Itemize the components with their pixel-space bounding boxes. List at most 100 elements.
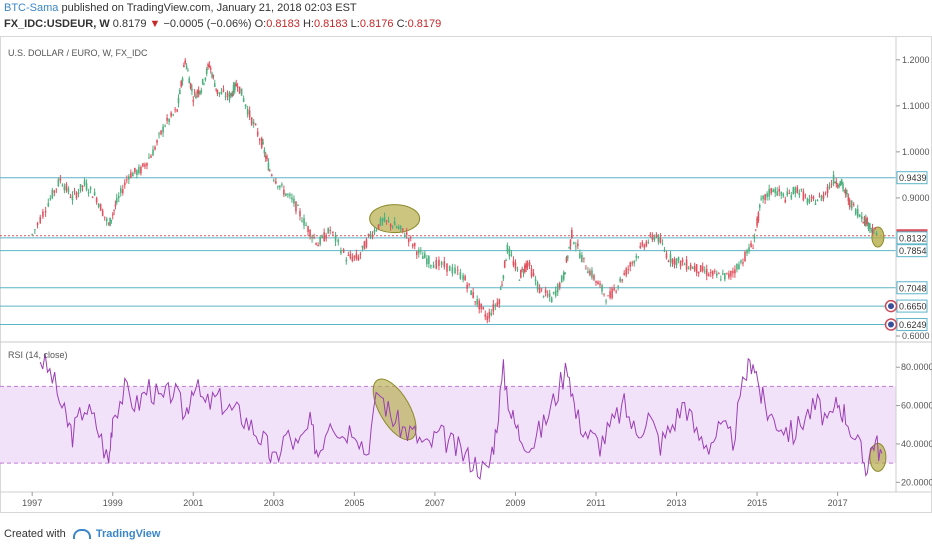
price-axis[interactable]: 1.2000 1.1000 1.0000 0.9000 0.6000 [896,55,930,341]
price-bar-body [866,217,868,225]
price-bar-body [220,91,223,95]
price-bar-body [770,188,772,194]
price-bar-body [750,243,752,248]
price-axis-tick-label: 1.0000 [902,147,930,157]
highlight-ellipse[interactable] [871,226,885,248]
footer: Created with TradingView [4,528,160,540]
price-bar-body [768,188,770,197]
price-bar-body [593,275,595,280]
price-bar-body [428,256,430,264]
price-bar-body [766,193,768,197]
price-bar-body [192,100,195,102]
price-bar-body [456,269,459,271]
price-bar-body [665,253,668,259]
price-bar-body [136,170,138,176]
marker-icons [884,299,898,331]
price-bar-body [334,234,337,242]
price-bar-body [351,257,354,261]
price-bar-body [103,216,106,218]
price-bar-body [585,268,587,270]
price-bar-body [754,229,757,231]
price-bar-body [303,218,305,226]
price-bar-body [611,288,613,299]
price-bar-body [187,70,189,72]
price-bar-body [195,95,197,99]
price-bar-body [208,64,211,67]
price-bar-body [669,254,672,263]
price-bar-body [235,83,238,87]
price-bar-body [295,201,297,212]
price-bar-body [240,88,243,96]
price-bar-body [505,260,507,261]
time-axis-tick-label: 2003 [264,498,284,508]
price-bar-body [757,212,760,222]
price-bar-body [780,191,783,195]
price-bar-body [277,185,279,187]
tradingview-logo-icon[interactable] [72,529,91,540]
price-bar-body [546,294,549,296]
rsi-highlight-ellipse[interactable] [365,372,425,446]
price-bar-body [873,232,875,234]
rsi-axis-tick-label: 80.0000 [901,362,932,372]
author-link[interactable]: BTC-Sama [4,2,59,14]
price-bar-body [552,292,555,294]
price-bar-body [677,257,680,261]
price-bar-body [273,179,275,181]
price-bar-body [130,172,132,178]
price-bar-body [466,284,468,289]
price-bar-body [256,131,259,136]
price-bar-body [722,273,724,275]
price-bar-body [393,221,396,226]
price-bar-body [420,250,422,252]
price-bar-body [459,272,462,279]
tradingview-brand-link[interactable]: TradingView [95,528,161,540]
price-bar-body [230,93,232,96]
price-bar-body [89,187,92,190]
rsi-axis[interactable]: 80.0000 60.0000 40.0000 20.0000 [896,362,932,487]
chart-canvas[interactable]: U.S. DOLLAR / EURO, W, FX_IDC RSI (14, c… [0,36,932,524]
low-label: L: [350,18,360,30]
rsi-series-line[interactable] [39,353,883,481]
price-bar-body [184,60,187,64]
price-bar-body [814,203,817,205]
price-bar-body [532,273,535,276]
price-bar-body [867,224,870,229]
price-bar-body [514,262,517,269]
price-bar-body [480,303,483,309]
price-bar-body [687,268,690,270]
time-axis[interactable]: 1997 1999 2001 2003 2005 2007 2009 2011 2013 2015… [22,492,848,508]
price-bar-body [810,197,813,199]
close-label: C: [396,18,408,30]
price-bar-body [238,86,241,94]
price-bar-body [224,96,227,98]
price-bar-body [409,237,412,238]
price-bar-body [177,97,180,104]
price-bar-body [742,262,744,264]
price-level-tag-label: 0.7854 [899,246,927,256]
price-bar-body [788,193,791,195]
price-bar-body [397,227,400,229]
open-label: O: [254,18,267,30]
price-pane[interactable]: U.S. DOLLAR / EURO, W, FX_IDC [0,48,896,326]
price-bar-body [59,178,62,181]
price-bar-body [486,316,489,321]
price-bar-body [367,234,370,236]
price-bar-body [291,197,293,200]
price-bar-body [520,270,522,278]
rsi-axis-tick-label: 20.0000 [901,477,932,487]
price-bar-body [526,262,529,267]
price-bar-body [236,86,239,88]
price-bar-body [226,92,229,97]
price-bar-body [653,236,656,241]
price-bar-body [430,265,432,267]
price-bar-body [494,304,497,307]
price-bar-body [183,65,185,68]
price-bar-body [595,280,597,283]
price-level-tag: 0.9439 [896,171,928,185]
price-bar-body [530,268,533,277]
price-bar-body [373,229,376,233]
time-axis-tick-label: 1999 [103,498,123,508]
rsi-pane[interactable]: RSI (14, close) [0,350,896,481]
price-bar-body [150,155,152,158]
price-bar-body [379,218,382,226]
